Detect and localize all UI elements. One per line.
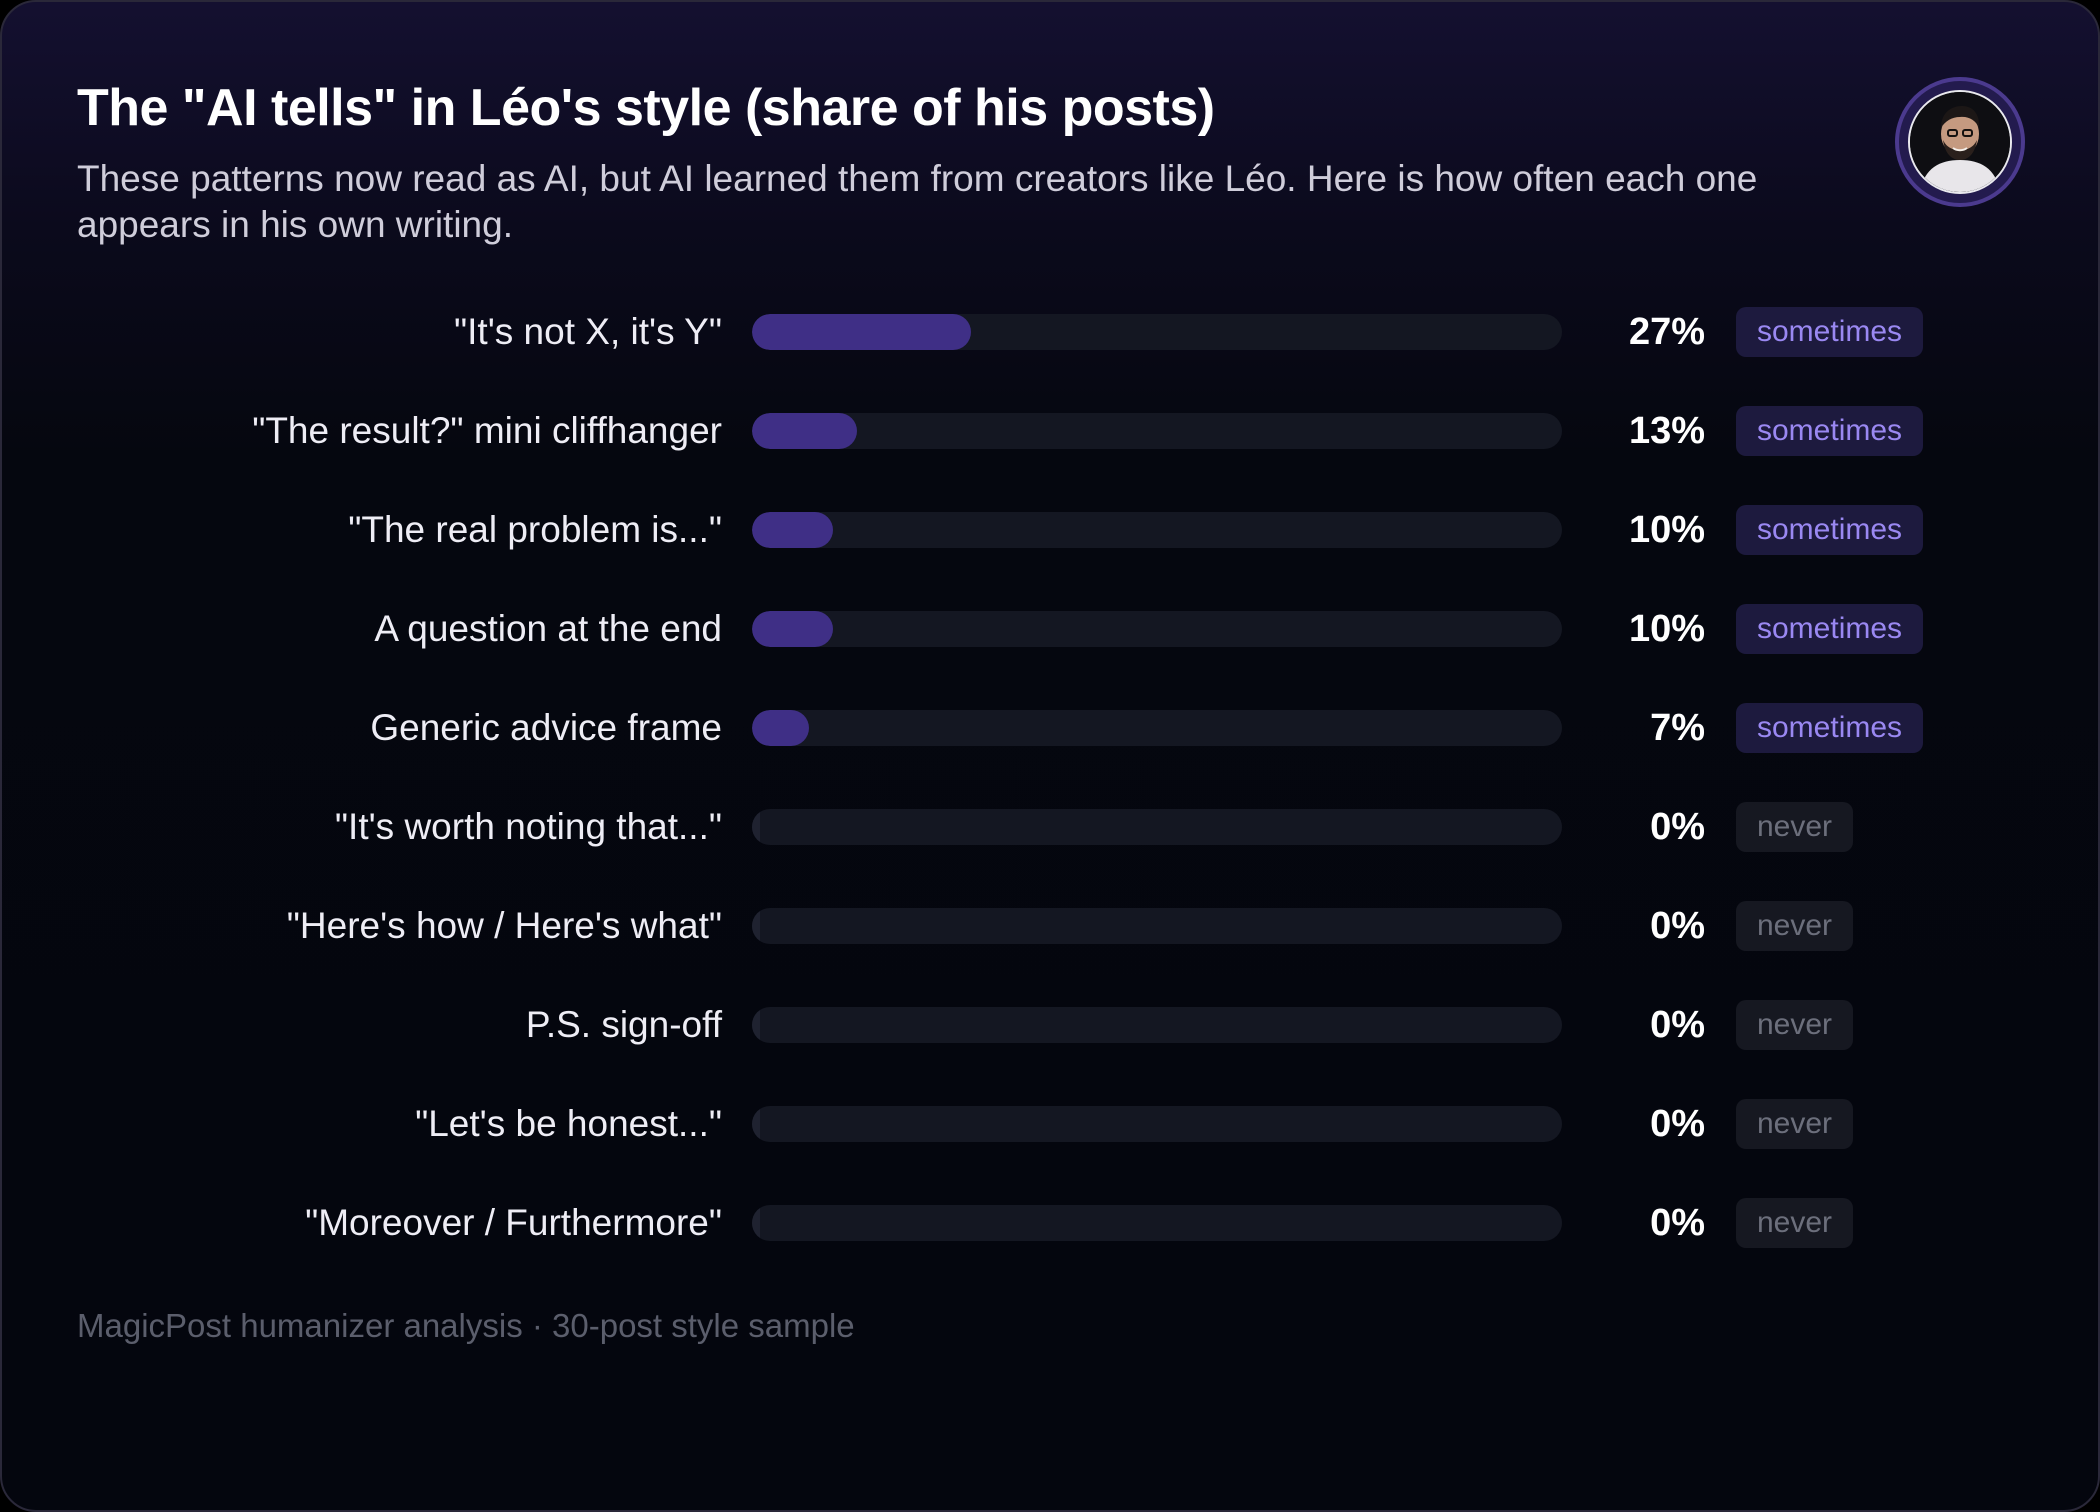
bar-track bbox=[752, 809, 1562, 845]
avatar-photo bbox=[1908, 90, 2012, 194]
person-icon bbox=[1910, 92, 2010, 192]
category-label: "The result?" mini cliffhanger bbox=[252, 410, 722, 451]
value-label: 0% bbox=[1650, 806, 1705, 848]
bar-track bbox=[752, 1007, 1562, 1043]
chart-row: P.S. sign-off 0% never bbox=[2, 995, 2098, 1055]
value-label: 10% bbox=[1628, 608, 1705, 650]
chart-subtitle: These patterns now read as AI, but AI le… bbox=[77, 158, 1758, 245]
frequency-badge: sometimes bbox=[1736, 604, 1924, 654]
chart-row: A question at the end 10% sometimes bbox=[2, 599, 2098, 659]
frequency-badge: never bbox=[1736, 1000, 1854, 1050]
bar-track bbox=[752, 314, 1562, 350]
frequency-badge: sometimes bbox=[1736, 406, 1924, 456]
value-label: 0% bbox=[1650, 1103, 1705, 1145]
bar bbox=[752, 1205, 760, 1241]
category-label: "Moreover / Furthermore" bbox=[305, 1202, 722, 1243]
bar bbox=[752, 710, 809, 746]
avatar bbox=[1895, 77, 2025, 207]
frequency-badge: never bbox=[1736, 901, 1854, 951]
category-label: "Here's how / Here's what" bbox=[286, 905, 722, 946]
bar-track bbox=[752, 413, 1562, 449]
chart-footer: MagicPost humanizer analysis · 30-post s… bbox=[77, 1307, 855, 1344]
frequency-badge: sometimes bbox=[1736, 703, 1924, 753]
chart-row: "It's not X, it's Y" 27% sometimes bbox=[2, 302, 2098, 362]
value-label: 7% bbox=[1650, 707, 1705, 749]
value-label: 0% bbox=[1650, 1202, 1705, 1244]
bar-track bbox=[752, 512, 1562, 548]
chart-title: The "AI tells" in Léo's style (share of … bbox=[77, 79, 1215, 137]
frequency-badge: sometimes bbox=[1736, 505, 1924, 555]
bar bbox=[752, 512, 833, 548]
bar-track bbox=[752, 611, 1562, 647]
category-label: "Let's be honest..." bbox=[415, 1103, 722, 1144]
frequency-badge: never bbox=[1736, 802, 1854, 852]
frequency-badge: never bbox=[1736, 1198, 1854, 1248]
bar-track bbox=[752, 710, 1562, 746]
bar bbox=[752, 413, 858, 449]
chart-row: "Let's be honest..." 0% never bbox=[2, 1094, 2098, 1154]
category-label: Generic advice frame bbox=[370, 707, 722, 748]
chart-row: "The result?" mini cliffhanger 13% sometim… bbox=[2, 401, 2098, 461]
bar bbox=[752, 314, 971, 350]
bar bbox=[752, 611, 833, 647]
chart-row: Generic advice frame 7% sometimes bbox=[2, 698, 2098, 758]
category-label: "The real problem is..." bbox=[348, 509, 722, 550]
chart-row: "The real problem is..." 10% sometimes bbox=[2, 500, 2098, 560]
bar-track bbox=[752, 1106, 1562, 1142]
bar-track bbox=[752, 1205, 1562, 1241]
bar bbox=[752, 1007, 760, 1043]
chart-row: "It's worth noting that..." 0% never bbox=[2, 797, 2098, 857]
bar bbox=[752, 908, 760, 944]
frequency-badge: never bbox=[1736, 1099, 1854, 1149]
value-label: 13% bbox=[1628, 410, 1705, 452]
bar bbox=[752, 1106, 760, 1142]
value-label: 0% bbox=[1650, 905, 1705, 947]
value-label: 10% bbox=[1628, 509, 1705, 551]
category-label: P.S. sign-off bbox=[525, 1004, 722, 1045]
bar bbox=[752, 809, 760, 845]
category-label: A question at the end bbox=[374, 608, 722, 649]
chart-row: "Moreover / Furthermore" 0% never bbox=[2, 1193, 2098, 1253]
frequency-badge: sometimes bbox=[1736, 307, 1924, 357]
category-label: "It's worth noting that..." bbox=[334, 806, 722, 847]
value-label: 0% bbox=[1650, 1004, 1705, 1046]
chart-row: "Here's how / Here's what" 0% never bbox=[2, 896, 2098, 956]
value-label: 27% bbox=[1628, 311, 1705, 353]
bar-track bbox=[752, 908, 1562, 944]
category-label: "It's not X, it's Y" bbox=[454, 311, 722, 352]
bar-chart: "It's not X, it's Y" 27% sometimes "The res… bbox=[2, 2, 2098, 1302]
